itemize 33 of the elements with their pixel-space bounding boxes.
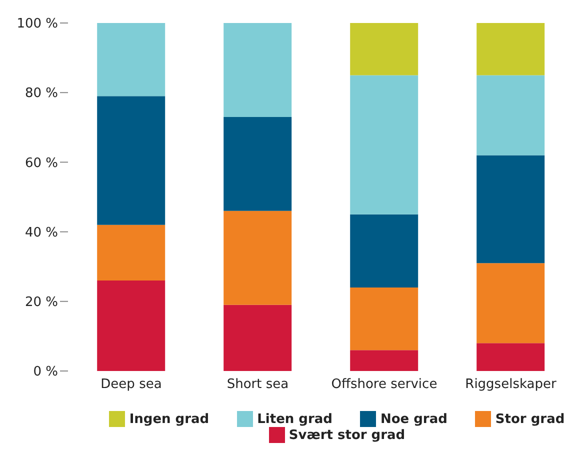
bar <box>97 224 166 281</box>
y-tick-label: 100 % <box>16 16 58 32</box>
bar <box>476 23 545 76</box>
legend-label: Svært stor grad <box>288 428 406 443</box>
y-tick-label: 80 % <box>24 86 58 102</box>
bar <box>224 210 292 305</box>
bar <box>97 23 166 96</box>
bar <box>476 75 545 156</box>
y-tick-label: 0 % <box>33 364 58 380</box>
bar <box>350 214 418 288</box>
legend-label: Noe grad <box>380 412 448 427</box>
bar <box>224 23 292 117</box>
bar <box>350 287 418 350</box>
y-tick-label: 40 % <box>24 225 58 240</box>
bar <box>97 280 166 371</box>
bar <box>97 96 166 225</box>
bar <box>224 116 292 211</box>
bar <box>350 23 418 76</box>
y-tick-label: 60 % <box>24 156 58 171</box>
y-tick-label: 20 % <box>24 295 58 310</box>
bar <box>476 155 545 264</box>
legend-label: Ingen grad <box>129 412 210 427</box>
x-tick-label: Deep sea <box>100 377 162 392</box>
x-tick-label: Riggselskaper <box>465 377 557 392</box>
bar <box>224 304 292 371</box>
legend-label: Liten grad <box>257 412 332 427</box>
bar <box>476 343 545 371</box>
x-tick-label: Short sea <box>226 377 289 392</box>
legend-label: Stor grad <box>495 412 565 427</box>
bar <box>350 75 418 214</box>
bar <box>350 350 418 371</box>
x-tick-label: Offshore service <box>331 377 438 392</box>
bar <box>476 263 545 344</box>
